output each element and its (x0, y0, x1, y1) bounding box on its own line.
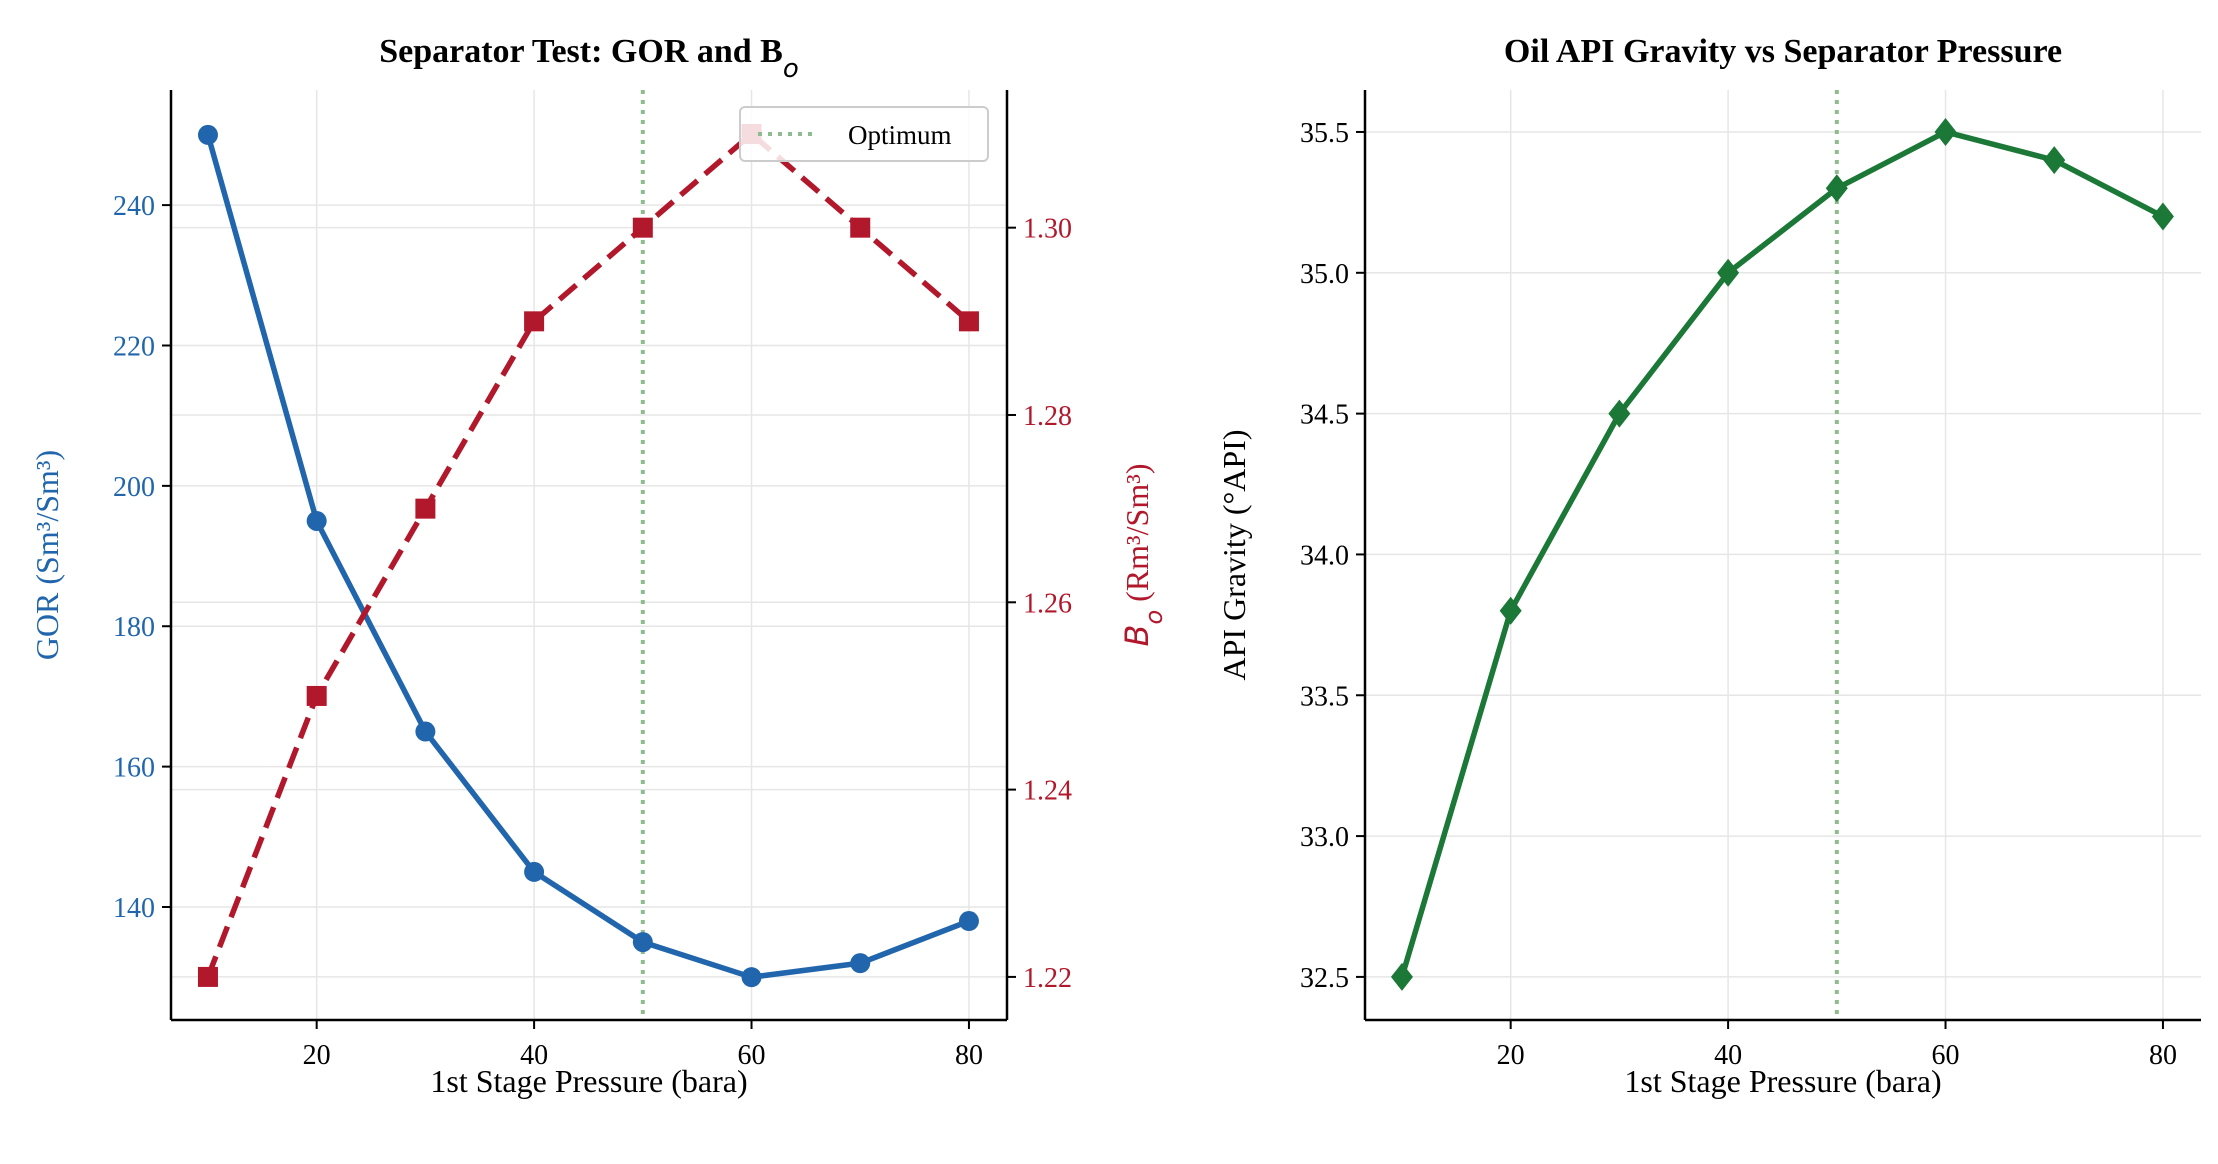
y-tick-label: 33.5 (1300, 681, 1349, 712)
y-tick-label-right: 1.26 (1023, 588, 1072, 619)
api-gravity-point (1934, 117, 1957, 146)
api-gravity-point (2151, 202, 2174, 231)
x-tick-label: 40 (520, 1040, 548, 1071)
gor-line (205, 134, 970, 980)
y-axis-label-bo: Bo (Rm³/Sm³) (1118, 464, 1168, 647)
bo-point (850, 217, 871, 238)
gor-point (741, 967, 762, 988)
y-tick-label: 140 (113, 893, 155, 924)
y-tick-label: 220 (113, 331, 155, 362)
chart-title-right: Oil API Gravity vs Separator Pressure (1504, 33, 2062, 70)
x-tick-label: 20 (303, 1040, 331, 1071)
bo-point (197, 966, 218, 987)
api-gravity-point (1825, 174, 1848, 203)
x-axis-label-left: 1st Stage Pressure (bara) (430, 1063, 747, 1099)
x-tick-label: 80 (2149, 1040, 2177, 1071)
y-tick-label: 240 (113, 191, 155, 222)
api-gravity-point (1390, 962, 1413, 991)
bo-point (958, 311, 979, 332)
y-axis-label-api: API Gravity (°API) (1216, 430, 1252, 681)
grid (171, 90, 1007, 1020)
legend: Optimum (739, 106, 989, 162)
api-gravity-point (1499, 596, 1522, 625)
y-axis-label-gor: GOR (Sm³/Sm³) (29, 450, 65, 660)
api-gravity-point (2043, 146, 2066, 175)
y-tick-label: 200 (113, 472, 155, 503)
bo-line (205, 131, 971, 978)
api-gravity-point (1717, 258, 1740, 287)
y-tick-label: 34.5 (1300, 400, 1349, 431)
api-gravity-line (1399, 129, 2165, 978)
x-axis-label-right: 1st Stage Pressure (bara) (1624, 1063, 1941, 1099)
y-tick-label: 33.0 (1300, 822, 1349, 853)
chart-title-left: Separator Test: GOR and Bo (379, 33, 799, 84)
gor-point (958, 911, 979, 932)
bo-point (632, 217, 653, 238)
gor-bo-panel: 140 160 180 200 220 240 1.22 1.24 1.26 1.28 1.30 20… (113, 90, 1072, 1071)
y-tick-label-right: 1.24 (1023, 776, 1072, 807)
legend-optimum-label: Optimum (848, 120, 952, 150)
bo-point (306, 685, 327, 706)
api-gravity-point (1608, 399, 1631, 428)
y-tick-label-right: 1.22 (1023, 963, 1072, 994)
gor-point (197, 124, 218, 145)
y-tick-label: 35.0 (1300, 259, 1349, 290)
y-tick-label-right: 1.28 (1023, 401, 1072, 432)
x-tick-label: 40 (1714, 1040, 1742, 1071)
gor-point (306, 510, 327, 531)
y-tick-label-right: 1.30 (1023, 214, 1072, 245)
y-tick-label: 160 (113, 753, 155, 784)
bo-point (524, 311, 545, 332)
grid (1365, 90, 2201, 1020)
x-tick-label: 20 (1497, 1040, 1525, 1071)
y-tick-label: 180 (113, 612, 155, 643)
y-tick-label: 34.0 (1300, 540, 1349, 571)
gor-point (850, 953, 871, 974)
gor-point (415, 721, 436, 742)
gor-point (524, 861, 545, 882)
gor-point (632, 932, 653, 953)
bo-point (415, 498, 436, 519)
x-tick-label: 80 (955, 1040, 983, 1071)
x-tick-label: 60 (738, 1040, 766, 1071)
api-gravity-panel: 32.5 33.0 33.5 34.0 34.5 35.0 35.5 20 40 60 80 (1300, 90, 2201, 1071)
x-tick-label: 60 (1932, 1040, 1960, 1071)
y-tick-label: 32.5 (1300, 963, 1349, 994)
y-tick-label: 35.5 (1300, 118, 1349, 149)
